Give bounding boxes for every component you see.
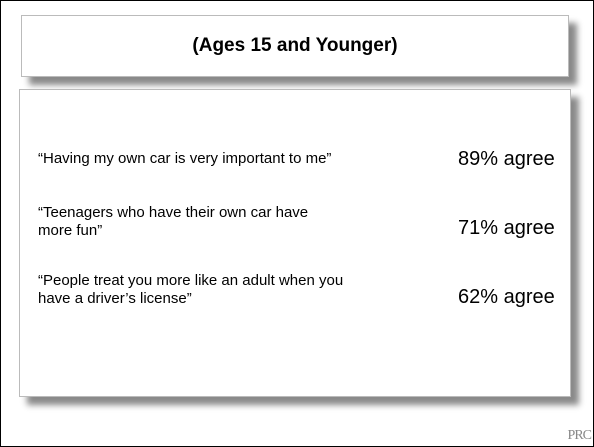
- statement: “Teenagers who have their own car have m…: [38, 204, 309, 239]
- statement: “Having my own car is very important to …: [38, 150, 332, 167]
- result: 62% agree: [458, 286, 555, 308]
- slide-title: (Ages 15 and Younger): [192, 35, 398, 56]
- logo: PRC: [567, 428, 592, 443]
- content-box: “Having my own car is very important to …: [19, 89, 571, 397]
- title-box: (Ages 15 and Younger): [21, 15, 569, 77]
- result: 71% agree: [458, 217, 555, 239]
- statement: “People treat you more like an adult whe…: [38, 272, 344, 307]
- result: 89% agree: [458, 148, 555, 170]
